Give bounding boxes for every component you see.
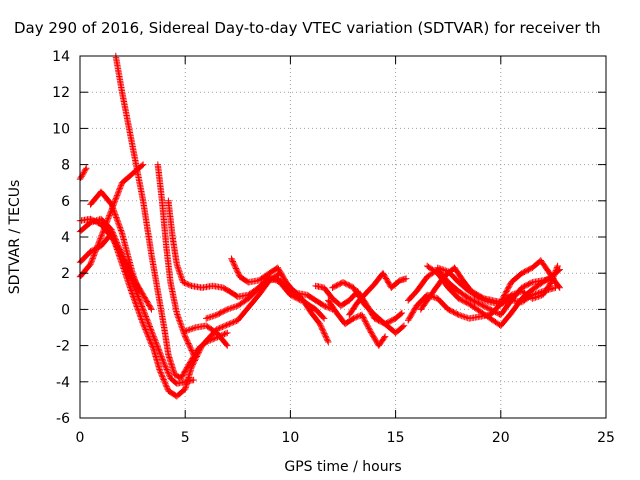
series-7 [154, 161, 197, 358]
series-15-markers [329, 279, 408, 337]
x-tick-label: 0 [76, 430, 85, 446]
series-10 [182, 322, 231, 349]
series-16-markers [346, 270, 410, 318]
y-tick-label: 0 [61, 302, 70, 318]
x-tick-label: 10 [281, 430, 299, 446]
y-tick-label: 12 [52, 85, 70, 101]
series-20 [424, 262, 563, 329]
series-2 [76, 215, 197, 387]
series-14-markers [325, 297, 389, 349]
axis-ticks: 0 5 10 15 20 25 -6 -4 -2 0 2 4 6 8 10 12 14 [52, 49, 615, 446]
y-tick-label: -2 [56, 339, 70, 355]
y-tick-label: -6 [56, 411, 70, 427]
series-10-markers [182, 322, 231, 349]
data-series [76, 52, 563, 400]
series-21-markers [434, 264, 559, 308]
series-6-markers [87, 188, 143, 295]
y-tick-label: 4 [61, 230, 70, 246]
series-6 [87, 188, 143, 295]
series-15 [329, 279, 408, 337]
y-tick-label: 10 [52, 121, 70, 137]
y-tick-label: -4 [56, 375, 70, 391]
series-12 [291, 288, 332, 346]
x-tick-label: 25 [597, 430, 615, 446]
series-11-markers [203, 275, 336, 322]
series-20-markers [424, 262, 563, 329]
x-tick-label: 20 [492, 430, 510, 446]
series-12-markers [291, 288, 332, 346]
y-axis-label: SDTVAR / TECUs [7, 180, 23, 295]
series-1-markers [76, 165, 90, 183]
series-16 [346, 270, 410, 318]
series-21 [434, 264, 559, 308]
y-tick-label: 8 [61, 158, 70, 174]
x-tick-label: 15 [387, 430, 405, 446]
y-tick-label: 14 [52, 49, 70, 65]
grid-lines [80, 56, 606, 418]
x-axis-label: GPS time / hours [284, 459, 401, 475]
chart-title: Day 290 of 2016, Sidereal Day-to-day VTE… [14, 19, 601, 37]
x-tick-label: 5 [181, 430, 190, 446]
series-1 [76, 165, 90, 183]
series-7-markers [154, 161, 197, 358]
series-2-markers [76, 215, 197, 387]
series-14 [325, 297, 389, 349]
y-tick-label: 2 [61, 266, 70, 282]
y-tick-label: 6 [61, 194, 70, 210]
series-11 [203, 275, 336, 322]
